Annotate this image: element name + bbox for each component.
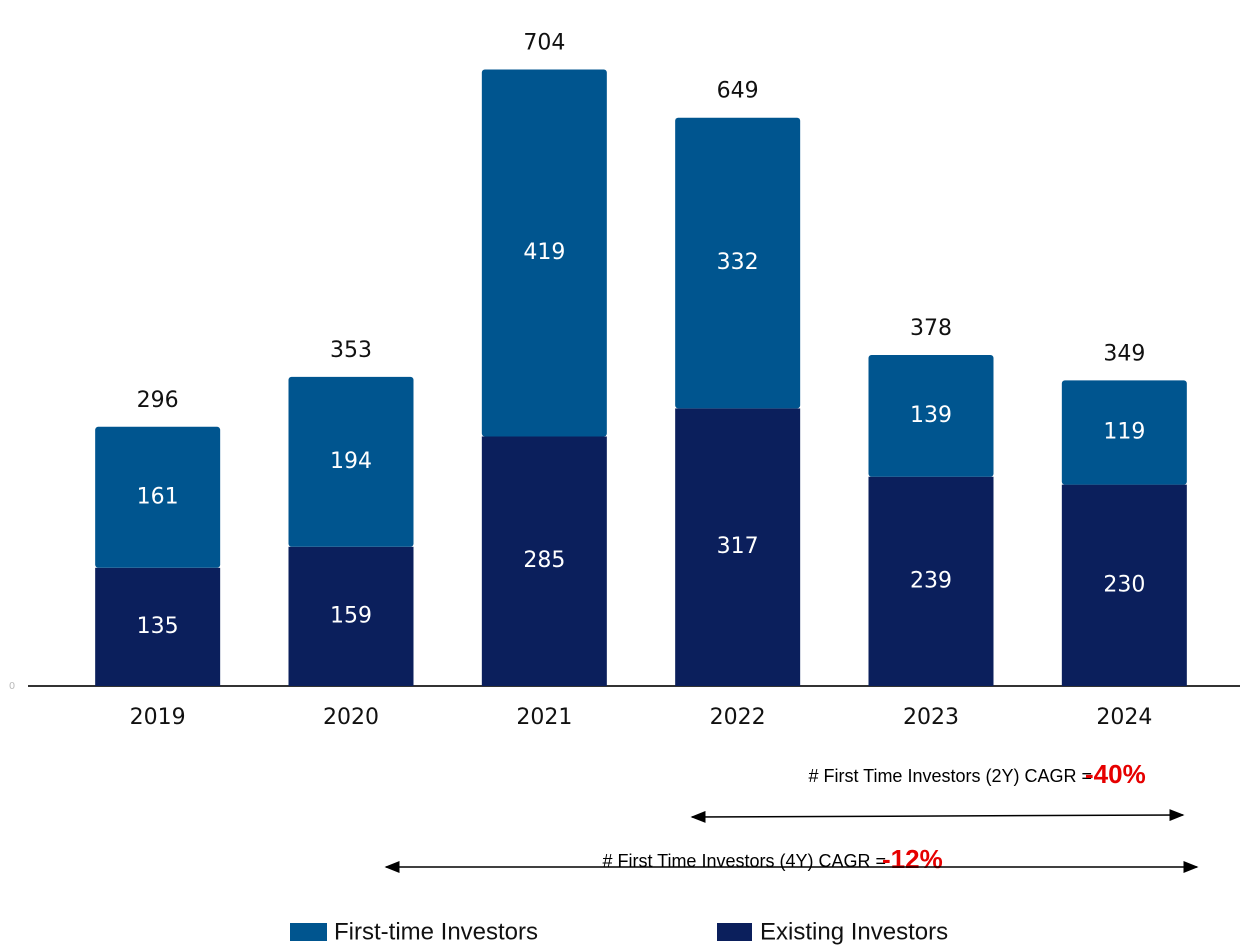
bar-segment bbox=[675, 117, 801, 409]
annotation: # First Time Investors (2Y) CAGR = bbox=[808, 766, 1092, 786]
data-label: 419 bbox=[523, 240, 565, 265]
data-label: 135 bbox=[137, 614, 179, 639]
data-label: 285 bbox=[523, 548, 565, 573]
x-tick-label: 2019 bbox=[130, 705, 186, 730]
bar-segment bbox=[675, 408, 801, 686]
data-label: 119 bbox=[1103, 420, 1145, 445]
data-label: 161 bbox=[137, 484, 179, 509]
bar-segment bbox=[288, 376, 414, 547]
data-label: 139 bbox=[910, 403, 952, 428]
data-label: 230 bbox=[1103, 572, 1145, 597]
total-label: 353 bbox=[330, 338, 372, 363]
data-label: 317 bbox=[717, 534, 759, 559]
bar-segment bbox=[95, 567, 221, 686]
data-label: 332 bbox=[717, 250, 759, 275]
x-tick-label: 2021 bbox=[516, 705, 572, 730]
bar-segment bbox=[868, 355, 994, 477]
y-tick-label: 0 bbox=[9, 681, 15, 692]
x-tick-label: 2022 bbox=[710, 705, 766, 730]
arrow bbox=[690, 809, 1185, 823]
total-label: 378 bbox=[910, 316, 952, 341]
data-label: 239 bbox=[910, 568, 952, 593]
legend-swatch bbox=[290, 923, 327, 941]
total-label: 349 bbox=[1103, 341, 1145, 366]
annotation-value: -40% bbox=[1085, 759, 1146, 789]
data-label: 194 bbox=[330, 449, 372, 474]
total-label: 704 bbox=[523, 31, 565, 56]
data-label: 159 bbox=[330, 603, 372, 628]
bar-segment bbox=[868, 476, 994, 686]
bar-segment bbox=[1061, 484, 1187, 686]
bar-segment bbox=[481, 69, 607, 437]
legend-swatch bbox=[717, 923, 752, 941]
x-tick-label: 2024 bbox=[1096, 705, 1152, 730]
bar-segment bbox=[95, 426, 221, 568]
legend-label: Existing Investors bbox=[760, 918, 948, 945]
x-tick-label: 2023 bbox=[903, 705, 959, 730]
bar-segment bbox=[288, 546, 414, 686]
x-tick-label: 2020 bbox=[323, 705, 379, 730]
bar-segment bbox=[481, 436, 607, 686]
annotation-value: -12% bbox=[882, 844, 943, 874]
total-label: 296 bbox=[137, 388, 179, 413]
legend-label: First-time Investors bbox=[334, 918, 538, 945]
bar-segment bbox=[1061, 380, 1187, 485]
total-label: 649 bbox=[717, 79, 759, 104]
